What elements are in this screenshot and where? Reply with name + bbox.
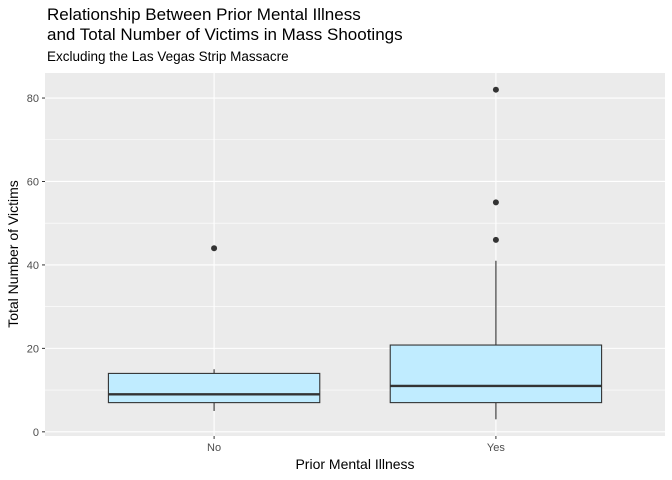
- chart-title: Relationship Between Prior Mental Illnes…: [47, 5, 403, 44]
- x-axis: No Yes: [207, 436, 505, 454]
- y-tick-label: 60: [27, 176, 39, 188]
- box-iqr: [107, 372, 321, 404]
- y-tick-label: 40: [27, 260, 39, 272]
- x-axis-title: Prior Mental Illness: [295, 456, 414, 472]
- box-marks: [107, 86, 603, 420]
- y-tick-label: 20: [27, 343, 39, 355]
- x-tick-label: Yes: [487, 442, 505, 454]
- y-axis-title: Total Number of Victims: [5, 180, 21, 328]
- y-axis: 0 20 40 60 80: [27, 93, 45, 439]
- box-group-yes: [389, 86, 603, 420]
- outlier-point: [492, 199, 499, 206]
- chart-title-line-1: Relationship Between Prior Mental Illnes…: [47, 5, 361, 24]
- box-iqr: [389, 344, 603, 404]
- chart-subtitle: Excluding the Las Vegas Strip Massacre: [47, 49, 289, 64]
- outlier-point: [492, 236, 499, 243]
- chart-title-line-2: and Total Number of Victims in Mass Shoo…: [47, 24, 403, 44]
- outlier-point: [492, 86, 499, 93]
- y-tick-label: 80: [27, 93, 39, 105]
- outlier-point: [211, 245, 218, 252]
- x-tick-label: No: [207, 442, 221, 454]
- y-tick-label: 0: [33, 427, 39, 439]
- box-group-no: [107, 245, 321, 411]
